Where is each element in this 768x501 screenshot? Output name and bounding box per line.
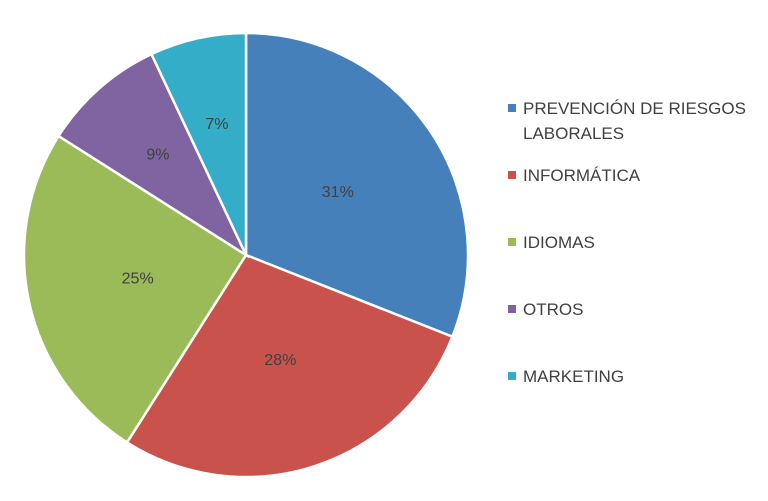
pie-slice	[149, 31, 248, 256]
value-label: 9%	[146, 146, 169, 163]
pie-chart: 31% 28% 25% 9% 7%	[22, 31, 470, 479]
legend-item: INFORMÁTICA	[508, 163, 758, 188]
legend-swatch	[508, 104, 516, 112]
value-label: 25%	[122, 270, 154, 287]
legend-item: MARKETING	[508, 364, 758, 389]
value-label: 31%	[322, 184, 354, 201]
legend-item: IDIOMAS	[508, 230, 758, 255]
legend-label: MARKETING	[523, 367, 625, 386]
value-label: 28%	[264, 352, 296, 369]
legend-label: PREVENCIÓN DE RIESGOS LABORALES	[523, 99, 746, 143]
pie-slice	[22, 134, 248, 445]
legend-label: OTROS	[523, 300, 584, 319]
legend-swatch	[508, 238, 516, 246]
legend-label: INFORMÁTICA	[523, 166, 641, 185]
legend-item: OTROS	[508, 297, 758, 322]
legend-swatch	[508, 372, 516, 380]
pie-slice	[56, 52, 249, 259]
pie-slice	[125, 253, 455, 479]
legend-swatch	[508, 305, 516, 313]
legend-label: IDIOMAS	[523, 233, 595, 252]
pie-slice	[244, 31, 470, 339]
value-label: 7%	[205, 116, 228, 133]
legend-item: PREVENCIÓN DE RIESGOS LABORALES	[508, 96, 758, 146]
legend-swatch	[508, 171, 516, 179]
legend: PREVENCIÓN DE RIESGOS LABORALES INFORMÁTI…	[508, 96, 758, 389]
